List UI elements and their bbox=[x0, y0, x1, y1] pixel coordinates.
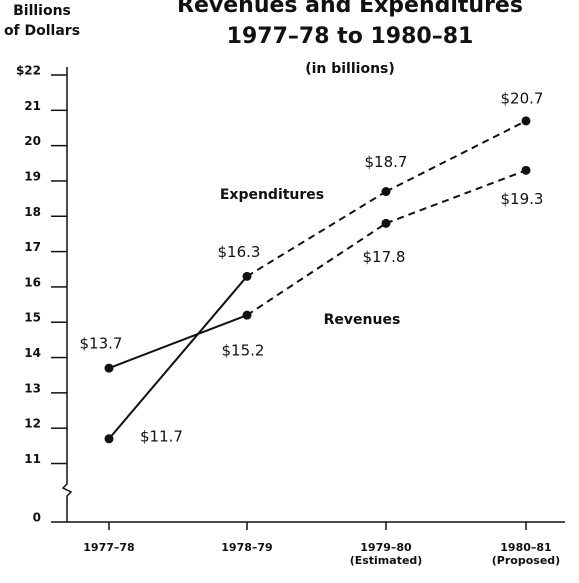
x-tick-label: 1978–79 bbox=[221, 541, 272, 554]
y-tick-label: $22 bbox=[16, 64, 41, 78]
point bbox=[521, 165, 531, 175]
line-segment bbox=[385, 120, 527, 193]
line-segment bbox=[385, 169, 527, 225]
y-tick-label: 13 bbox=[24, 381, 41, 395]
point bbox=[381, 187, 391, 197]
y-axis bbox=[61, 67, 565, 523]
chart-title: Revenues and Expenditures bbox=[177, 0, 523, 18]
series-label: Revenues bbox=[324, 312, 401, 328]
point bbox=[242, 271, 252, 281]
point bbox=[104, 434, 114, 444]
point bbox=[104, 363, 114, 373]
y-axis-label: Billions bbox=[13, 3, 71, 19]
x-tick-label: 1977–78 bbox=[83, 541, 134, 554]
line-segment bbox=[246, 222, 387, 317]
data-label: $15.2 bbox=[222, 342, 265, 360]
data-label: $13.7 bbox=[80, 335, 123, 353]
data-label: $17.8 bbox=[363, 248, 406, 266]
y-tick-label: 21 bbox=[24, 99, 41, 113]
line-segment bbox=[246, 190, 387, 278]
y-tick-label: 12 bbox=[24, 417, 41, 431]
x-tick-label: 1979–80 bbox=[360, 541, 412, 554]
y-tick-label: 17 bbox=[24, 240, 41, 254]
y-tick-label: 15 bbox=[24, 311, 41, 325]
data-label: $11.7 bbox=[140, 427, 183, 445]
y-tick-label: 11 bbox=[24, 452, 41, 466]
y-tick-label: 14 bbox=[24, 346, 41, 360]
chart-note: (in billions) bbox=[305, 61, 395, 77]
x-tick-note: (Proposed) bbox=[492, 554, 560, 567]
point bbox=[242, 310, 252, 320]
data-label: $20.7 bbox=[501, 89, 544, 107]
x-tick-note: (Estimated) bbox=[350, 554, 423, 567]
chart-subtitle: 1977–78 to 1980–81 bbox=[227, 24, 474, 49]
y-tick-label: 16 bbox=[24, 275, 41, 289]
y-tick-label: 20 bbox=[24, 134, 41, 148]
y-tick-label: 19 bbox=[24, 169, 41, 183]
y-tick-label: 18 bbox=[24, 205, 41, 219]
y-tick-label: 0 bbox=[33, 511, 41, 525]
data-label: $19.3 bbox=[501, 190, 544, 208]
y-axis-label: of Dollars bbox=[4, 23, 80, 39]
line-segment bbox=[108, 275, 248, 440]
x-tick-label: 1980–81 bbox=[500, 541, 551, 554]
data-label: $18.7 bbox=[365, 153, 408, 171]
series-label: Expenditures bbox=[220, 187, 324, 203]
line-segment bbox=[108, 314, 248, 370]
point bbox=[381, 218, 391, 228]
data-label: $16.3 bbox=[218, 243, 261, 261]
point bbox=[521, 116, 531, 126]
